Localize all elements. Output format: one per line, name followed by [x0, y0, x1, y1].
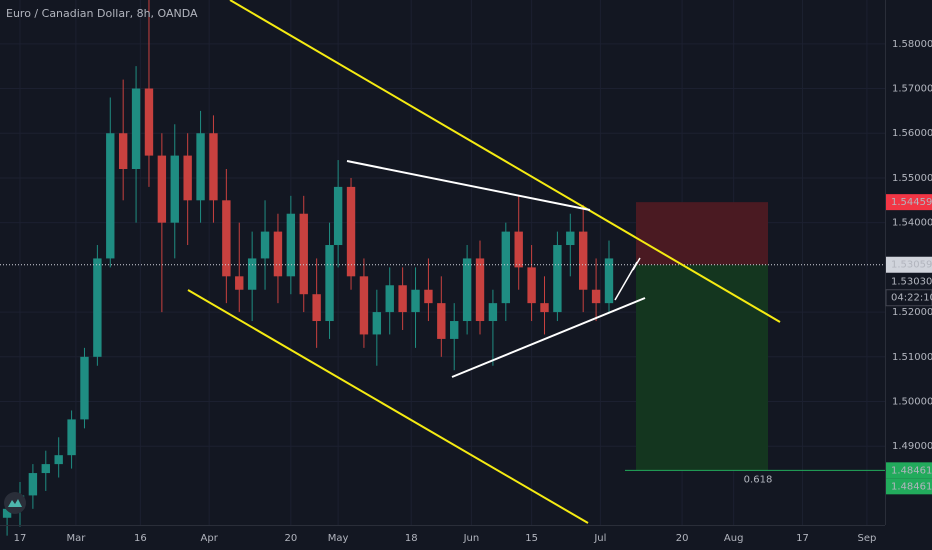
- x-tick-label: Apr: [201, 533, 219, 544]
- candle-body: [299, 213, 308, 295]
- current-price-tag-bg: [886, 256, 932, 273]
- candle-body: [209, 133, 218, 201]
- logo-icon: [8, 499, 22, 507]
- candle-body: [67, 419, 76, 456]
- last-close-tag: 1.53030: [891, 277, 932, 288]
- x-tick-label: 16: [134, 533, 147, 544]
- target-zone: [636, 264, 768, 471]
- current-price-tag: 1.53059: [891, 260, 932, 271]
- candle-body: [540, 303, 549, 313]
- candle-body: [273, 231, 283, 277]
- position-tool: 0.618: [0, 202, 885, 485]
- x-tick-label: May: [328, 533, 349, 544]
- target-price-tag-bg: [886, 462, 932, 479]
- x-tick-label: 15: [525, 533, 538, 544]
- x-tick-label: Sep: [858, 533, 877, 544]
- countdown: 04:22:10: [891, 293, 932, 304]
- candle-body: [437, 303, 446, 339]
- y-tick-label: 1.55000: [892, 173, 932, 184]
- x-tick-label: 20: [284, 533, 297, 544]
- candle-body: [118, 133, 128, 170]
- trend-line: [229, 0, 781, 323]
- candle-body: [475, 258, 485, 322]
- candle-body: [527, 267, 536, 304]
- x-tick-label: 17: [796, 533, 809, 544]
- candle-body: [450, 321, 459, 339]
- candle-body: [93, 258, 102, 357]
- candle-body: [359, 276, 369, 335]
- candle-body: [398, 285, 407, 313]
- candle-body: [260, 231, 270, 259]
- stop-zone: [636, 202, 768, 265]
- candle-body: [333, 186, 343, 246]
- trend-line: [187, 289, 589, 524]
- candles: [2, 0, 614, 536]
- candle-body: [579, 231, 588, 290]
- candle-body: [604, 258, 614, 304]
- last-close-tag-bg: [886, 273, 932, 290]
- candle-body: [28, 473, 38, 496]
- candle-body: [247, 258, 257, 290]
- candle-body: [222, 200, 231, 277]
- x-tick-label: Aug: [724, 533, 744, 544]
- candle-body: [170, 155, 179, 223]
- price-tags: 1.54459 1.53059 1.53030 04:22:10 1.48461 1.48…: [885, 194, 932, 495]
- candle-body: [196, 133, 205, 201]
- candle-body: [566, 231, 575, 246]
- y-tick-label: 1.58000: [892, 39, 932, 50]
- candle-body: [106, 133, 115, 259]
- candle-body: [144, 88, 154, 156]
- trend-line: [346, 160, 591, 211]
- target-price-tag-bg: [886, 478, 932, 495]
- y-tick-label: 1.56000: [892, 128, 932, 139]
- x-tick-label: 20: [676, 533, 689, 544]
- candle-body: [54, 455, 63, 465]
- y-tick-label: 1.50000: [892, 397, 932, 408]
- candle-body: [157, 155, 167, 223]
- candle-body: [462, 258, 472, 322]
- y-tick-label: 1.49000: [892, 441, 932, 452]
- candle-body: [553, 245, 562, 313]
- fib-label: 0.618: [744, 474, 773, 485]
- candle-body: [131, 88, 141, 170]
- y-tick-label: 1.52000: [892, 307, 932, 318]
- x-tick-label: 18: [405, 533, 418, 544]
- candle-body: [501, 231, 510, 304]
- chart-title: Euro / Canadian Dollar, 8h, OANDA: [6, 7, 198, 20]
- x-tick-label: 17: [14, 533, 27, 544]
- target-price-tag: 1.48461: [891, 481, 932, 492]
- candle-body: [411, 289, 420, 313]
- trend-line: [451, 297, 646, 378]
- candle-body: [372, 312, 382, 335]
- target-price-tag: 1.48461: [891, 465, 932, 476]
- candle-body: [591, 289, 601, 304]
- stop-price-tag: 1.54459: [891, 197, 932, 208]
- candle-body: [424, 289, 433, 304]
- candle-body: [346, 186, 356, 277]
- candle-body: [235, 276, 244, 290]
- x-tick-label: Jun: [463, 533, 480, 544]
- y-tick-label: 1.54000: [892, 218, 932, 229]
- candle-body: [325, 245, 334, 322]
- trend-line: [632, 257, 641, 271]
- y-tick-label: 1.57000: [892, 84, 932, 95]
- stop-price-tag-bg: [886, 194, 932, 211]
- candle-body: [80, 356, 89, 420]
- candle-body: [183, 155, 192, 201]
- candle-body: [385, 285, 394, 313]
- candle-body: [41, 464, 50, 474]
- candle-body: [514, 231, 523, 268]
- candle-body: [286, 213, 296, 277]
- candle-body: [488, 303, 498, 322]
- countdown-bg: [885, 289, 932, 307]
- x-tick-label: Mar: [66, 533, 86, 544]
- x-tick-label: Jul: [593, 533, 606, 544]
- logo[interactable]: [4, 492, 26, 514]
- candle-body: [312, 294, 321, 322]
- y-tick-label: 1.51000: [892, 352, 932, 363]
- candle-body: [2, 508, 12, 518]
